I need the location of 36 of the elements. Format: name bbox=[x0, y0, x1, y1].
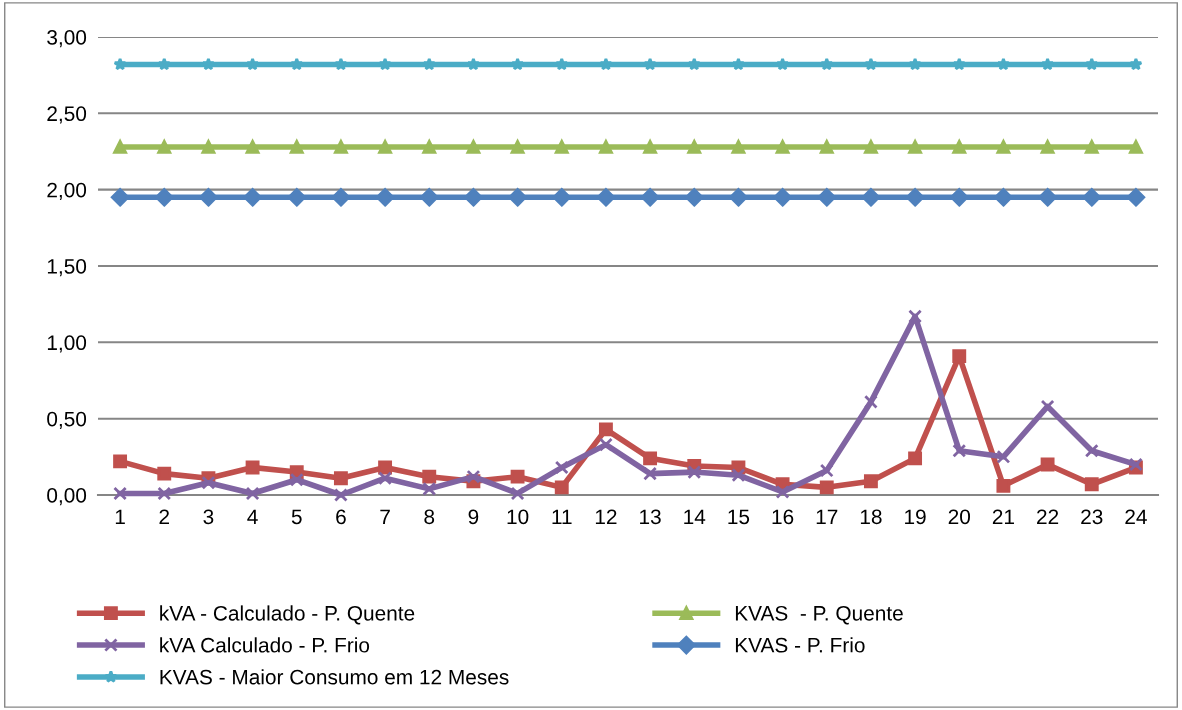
x-tick-label: 24 bbox=[1125, 509, 1147, 524]
x-tick-label: 4 bbox=[247, 509, 258, 524]
x-tick-label: 10 bbox=[507, 509, 529, 525]
y-tick-label: 3,00 bbox=[47, 30, 87, 48]
x-tick-label: 18 bbox=[860, 509, 882, 525]
x-tick-label: 16 bbox=[772, 509, 794, 525]
y-tick-label: 0,00 bbox=[47, 488, 87, 506]
legend-label: KVAS - Maior Consumo em 12 Meses bbox=[160, 669, 509, 685]
x-tick-label: 20 bbox=[948, 509, 971, 525]
x-tick-label: 3 bbox=[203, 509, 214, 525]
x-tick-label: 1 bbox=[115, 509, 125, 524]
x-tick-label: 15 bbox=[728, 509, 750, 525]
legend-label: KVAS - P. Quente bbox=[735, 605, 903, 625]
x-tick-label: 2 bbox=[159, 509, 169, 524]
y-tick-label: 1,50 bbox=[47, 259, 87, 277]
x-tick-label: 12 bbox=[595, 509, 617, 524]
x-tick-label: 8 bbox=[424, 509, 435, 525]
y-tick-label: 2,00 bbox=[47, 182, 87, 200]
x-tick-label: 11 bbox=[552, 509, 572, 524]
legend-label: kVA Calculado - P. Frio bbox=[160, 637, 370, 653]
x-tick-label: 17 bbox=[816, 509, 838, 524]
x-tick-label: 14 bbox=[684, 509, 706, 524]
y-tick-label: 1,00 bbox=[47, 335, 87, 353]
legend-label: KVAS - P. Frio bbox=[735, 637, 865, 653]
x-tick-label: 22 bbox=[1037, 509, 1059, 524]
x-tick-label: 23 bbox=[1081, 509, 1103, 525]
y-tick-label: 2,50 bbox=[47, 106, 87, 124]
x-tick-label: 19 bbox=[905, 509, 926, 525]
x-tick-label: 21 bbox=[992, 509, 1014, 524]
x-tick-label: 5 bbox=[291, 509, 302, 525]
x-tick-label: 6 bbox=[336, 509, 346, 525]
x-tick-label: 7 bbox=[380, 509, 390, 524]
x-tick-label: 13 bbox=[640, 509, 661, 525]
x-tick-label: 9 bbox=[468, 509, 479, 525]
legend-label: kVA - Calculado - P. Quente bbox=[160, 605, 415, 625]
y-tick-label: 0,50 bbox=[47, 411, 87, 429]
